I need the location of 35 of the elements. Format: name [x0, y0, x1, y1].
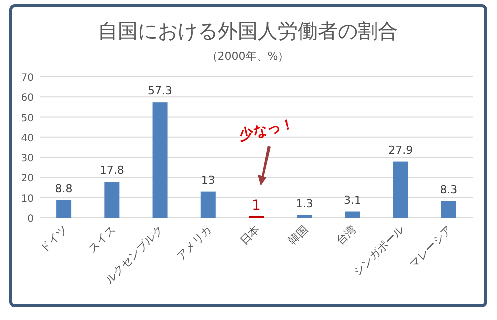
bar	[297, 215, 312, 218]
data-label: 1.3	[296, 197, 314, 210]
y-tick-label: 10	[21, 194, 34, 205]
data-label: 57.3	[148, 84, 173, 98]
y-tick-label: 0	[28, 214, 34, 225]
data-label: 13	[201, 174, 216, 187]
bar	[393, 162, 408, 218]
y-tick-label: 70	[21, 73, 34, 84]
y-tick-label: 40	[21, 133, 34, 144]
x-tick-label: 日本	[238, 222, 263, 248]
data-label: 17.8	[100, 164, 124, 178]
data-label: 1	[252, 198, 261, 214]
bar	[104, 182, 120, 218]
y-tick-label: 20	[21, 174, 34, 185]
bar	[345, 212, 360, 218]
chart-title: 自国における外国人労働者の割合	[98, 19, 398, 43]
y-tick-label: 30	[21, 154, 34, 165]
chart-subtitle: （2000年、%）	[206, 50, 290, 63]
bar	[200, 192, 216, 218]
bar	[152, 102, 168, 218]
data-label: 27.9	[388, 144, 414, 157]
bar	[56, 200, 72, 218]
x-tick-label: アメリカ	[174, 222, 215, 264]
data-label: 8.3	[440, 183, 458, 196]
data-label: 3.1	[344, 194, 362, 207]
x-tick-label: ドイツ	[38, 222, 70, 256]
x-tick-label: 台湾	[334, 222, 359, 248]
x-tick-label: 韓国	[286, 222, 311, 248]
bar	[441, 201, 456, 218]
data-label: 8.8	[55, 182, 73, 196]
y-tick-label: 50	[21, 113, 34, 124]
x-tick-label: スイス	[86, 222, 118, 256]
x-tick-label: マレーシア	[406, 222, 456, 272]
annotation: 少なっ！	[238, 116, 296, 144]
y-tick-label: 60	[21, 93, 34, 104]
